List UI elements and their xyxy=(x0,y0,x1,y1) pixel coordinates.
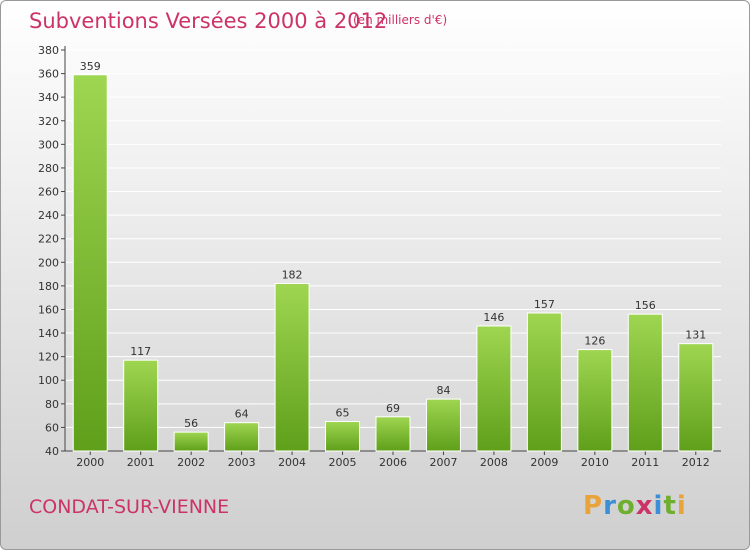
commune-name: CONDAT-SUR-VIENNE xyxy=(29,496,230,518)
bar-2010 xyxy=(577,349,613,452)
y-tick-label: 80 xyxy=(45,398,59,411)
data-label-2000: 359 xyxy=(80,60,101,73)
logo-letter: P xyxy=(583,491,604,521)
x-tick-label-2011: 2011 xyxy=(631,456,659,469)
x-tick-label-2003: 2003 xyxy=(228,456,256,469)
y-tick-label: 340 xyxy=(38,91,59,104)
data-label-2006: 69 xyxy=(386,402,400,415)
y-tick-label: 200 xyxy=(38,256,59,269)
bar-2011 xyxy=(627,313,663,452)
y-tick-label: 220 xyxy=(38,233,59,246)
x-tick-label-2007: 2007 xyxy=(429,456,457,469)
data-label-2003: 64 xyxy=(235,408,249,421)
data-label-2010: 126 xyxy=(584,335,605,348)
y-tick-label: 140 xyxy=(38,327,59,340)
axes xyxy=(61,46,721,455)
chart-title: Subventions Versées 2000 à 2012 xyxy=(29,9,388,33)
proxiti-logo: Proxiti xyxy=(583,491,687,521)
x-tick-label-2006: 2006 xyxy=(379,456,407,469)
bars xyxy=(72,74,714,452)
bar-2012 xyxy=(678,343,714,452)
x-tick-label-2008: 2008 xyxy=(480,456,508,469)
x-tick-label-2004: 2004 xyxy=(278,456,306,469)
logo-letter: o xyxy=(616,491,636,521)
y-tick-label: 60 xyxy=(45,421,59,434)
data-label-2004: 182 xyxy=(282,269,303,282)
data-label-2002: 56 xyxy=(184,417,198,430)
y-tick-label: 320 xyxy=(38,115,59,128)
y-tick-label: 360 xyxy=(38,68,59,81)
bar-2007 xyxy=(425,398,461,452)
x-tick-label-2012: 2012 xyxy=(682,456,710,469)
logo-letter: x xyxy=(635,491,654,521)
bar-2004 xyxy=(274,283,310,452)
y-tick-label: 120 xyxy=(38,351,59,364)
y-tick-label: 160 xyxy=(38,303,59,316)
bar-2003 xyxy=(224,422,260,452)
bar-2000 xyxy=(72,74,108,452)
x-tick-label-2000: 2000 xyxy=(76,456,104,469)
data-label-2012: 131 xyxy=(685,329,706,342)
labels: 40 60 80 100 120 140 160 180 200 220 240 260 280 300 3… xyxy=(38,44,710,469)
bar-2006 xyxy=(375,416,411,452)
data-label-2011: 156 xyxy=(635,299,656,312)
y-tick-label: 40 xyxy=(45,445,59,458)
y-tick-label: 260 xyxy=(38,186,59,199)
logo-letter: i xyxy=(676,491,687,521)
logo-letter: r xyxy=(603,491,617,521)
data-label-2001: 117 xyxy=(130,345,151,358)
data-label-2009: 157 xyxy=(534,298,555,311)
x-tick-label-2010: 2010 xyxy=(581,456,609,469)
data-label-2007: 84 xyxy=(436,384,450,397)
y-tick-label: 380 xyxy=(38,44,59,57)
bar-2001 xyxy=(123,359,159,452)
x-tick-label-2001: 2001 xyxy=(127,456,155,469)
chart-units: (en milliers d'€) xyxy=(353,13,448,27)
y-tick-label: 300 xyxy=(38,138,59,151)
y-tick-label: 100 xyxy=(38,374,59,387)
bar-2008 xyxy=(476,325,512,452)
y-tick-label: 240 xyxy=(38,209,59,222)
y-tick-label: 280 xyxy=(38,162,59,175)
logo-letter: i xyxy=(653,491,664,521)
bar-2005 xyxy=(325,421,361,452)
grid-lines xyxy=(65,49,721,452)
x-tick-label-2002: 2002 xyxy=(177,456,205,469)
bar-2009 xyxy=(526,312,562,452)
x-tick-label-2009: 2009 xyxy=(530,456,558,469)
logo-letter: t xyxy=(663,491,677,521)
y-tick-label: 180 xyxy=(38,280,59,293)
data-label-2008: 146 xyxy=(483,311,504,324)
data-label-2005: 65 xyxy=(336,407,350,420)
x-tick-label-2005: 2005 xyxy=(329,456,357,469)
bar-2002 xyxy=(173,431,209,452)
